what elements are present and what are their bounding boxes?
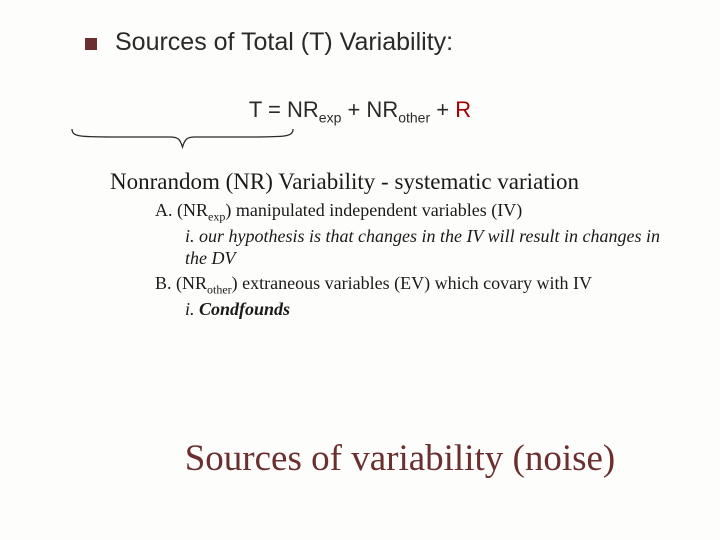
item-b-subitem-bold: Condfounds xyxy=(199,299,290,319)
eq-mid: + NR xyxy=(341,97,398,122)
item-b: B. (NRother) extraneous variables (EV) w… xyxy=(155,272,680,320)
eq-prefix: T = NR xyxy=(249,97,319,122)
bullet-heading: Sources of Total (T) Variability: xyxy=(115,28,453,57)
item-a-sub: exp xyxy=(208,210,225,224)
eq-sub2: other xyxy=(398,109,430,125)
nonrandom-heading: Nonrandom (NR) Variability - systematic … xyxy=(110,169,680,195)
item-a-prefix: A. (NR xyxy=(155,200,208,220)
item-b-sub: other xyxy=(207,283,232,297)
footer-title: Sources of variability (noise) xyxy=(40,437,720,480)
item-a-suffix: ) manipulated independent variables (IV) xyxy=(225,200,522,220)
item-b-subitem-prefix: i. xyxy=(185,299,199,319)
slide-container: Sources of Total (T) Variability: T = NR… xyxy=(0,0,720,540)
bullet-row: Sources of Total (T) Variability: xyxy=(85,28,680,57)
item-a-subitem: i. our hypothesis is that changes in the… xyxy=(185,225,680,270)
equation-text: T = NRexp + NRother + R xyxy=(249,97,471,125)
item-b-subitem: i. Condfounds xyxy=(185,298,680,321)
equation-block: T = NRexp + NRother + R xyxy=(40,97,680,149)
item-b-prefix: B. (NR xyxy=(155,273,207,293)
eq-rterm: R xyxy=(455,97,471,122)
underbrace-icon xyxy=(70,127,295,149)
bullet-square-icon xyxy=(85,38,97,50)
eq-plus: + xyxy=(430,97,455,122)
eq-sub1: exp xyxy=(319,109,342,125)
item-a: A. (NRexp) manipulated independent varia… xyxy=(155,199,680,270)
item-b-suffix: ) extraneous variables (EV) which covary… xyxy=(232,273,592,293)
